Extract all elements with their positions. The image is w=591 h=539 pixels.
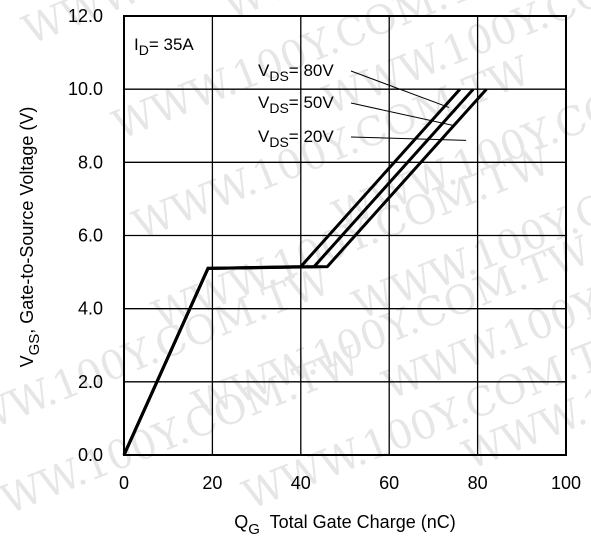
y-tick-label: 12.0 (68, 6, 103, 26)
x-title-sub: G (248, 521, 260, 538)
x-tick-label: 20 (202, 473, 222, 493)
series-line (122, 88, 488, 456)
x-tick-label: 40 (291, 473, 311, 493)
leader-line (350, 136, 467, 141)
y-tick-labels: 0.0 2.0 4.0 6.0 8.0 10.0 12.0 (68, 6, 103, 465)
x-tick-label: 80 (468, 473, 488, 493)
condition-sub: D (139, 42, 149, 58)
plot-frame (123, 15, 567, 456)
x-tick-label: 0 (119, 473, 129, 493)
x-tick-labels: 0 20 40 60 80 100 (119, 473, 581, 493)
y-title-rest: , Gate-to-Source Voltage (V) (17, 107, 37, 334)
condition-main: I (134, 35, 139, 54)
y-tick-label: 8.0 (78, 152, 103, 172)
x-title-main: Q (234, 512, 248, 532)
series-label: VDS= 80V (258, 61, 334, 84)
condition-rest: = 35A (149, 35, 195, 54)
y-tick-label: 10.0 (68, 79, 103, 99)
x-tick-label: 60 (379, 473, 399, 493)
y-axis-title: VGS, Gate-to-Source Voltage (V) (17, 107, 43, 368)
x-title-rest: Total Gate Charge (nC) (260, 512, 456, 532)
series-labels: VDS= 80V VDS= 50V VDS= 20V (258, 61, 334, 150)
y-tick-label: 2.0 (78, 372, 103, 392)
y-tick-label: 6.0 (78, 226, 103, 246)
y-tick-label: 4.0 (78, 299, 103, 319)
series-label: VDS= 50V (258, 93, 334, 116)
y-title-sub: GS (26, 334, 43, 356)
condition-label: ID= 35A (134, 35, 194, 58)
y-title-main: V (17, 355, 37, 367)
leader-line (350, 102, 455, 127)
y-tick-label: 0.0 (78, 445, 103, 465)
x-tick-label: 100 (551, 473, 581, 493)
series-label: VDS= 20V (258, 127, 334, 150)
leader-line (350, 70, 450, 108)
series-group (122, 88, 488, 456)
x-axis-title: QG Total Gate Charge (nC) (234, 512, 455, 538)
leader-lines (350, 70, 467, 141)
